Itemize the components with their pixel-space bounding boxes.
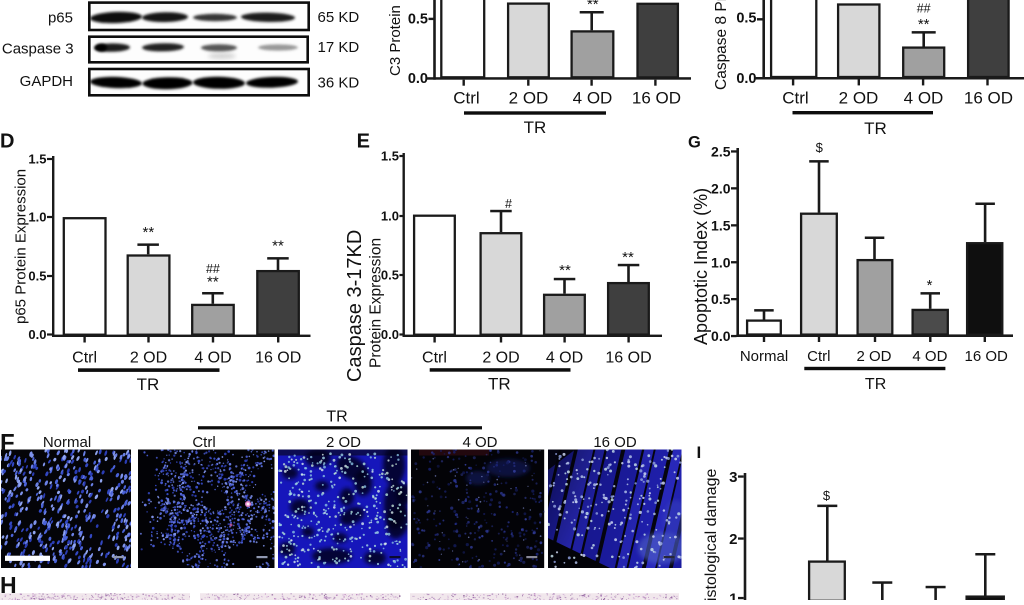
svg-text:Normal: Normal — [43, 434, 91, 451]
svg-text:1.0: 1.0 — [381, 209, 399, 224]
svg-text:16 OD: 16 OD — [593, 434, 637, 451]
svg-text:2 OD: 2 OD — [856, 348, 891, 365]
svg-text:TR: TR — [488, 375, 511, 394]
svg-text:1: 1 — [729, 590, 737, 600]
svg-text:##: ## — [917, 1, 931, 15]
svg-text:Ctrl: Ctrl — [782, 89, 808, 108]
svg-text:1.0: 1.0 — [711, 254, 731, 270]
svg-text:4 OD: 4 OD — [904, 89, 944, 108]
svg-text:TR: TR — [865, 376, 886, 393]
svg-text:2 OD: 2 OD — [130, 350, 167, 367]
svg-text:Ctrl: Ctrl — [72, 350, 97, 367]
svg-text:Apoptotic Index (%): Apoptotic Index (%) — [691, 188, 711, 345]
svg-text:E: E — [357, 131, 370, 153]
svg-text:G: G — [688, 134, 701, 152]
svg-text:TR: TR — [524, 118, 547, 137]
svg-text:**: ** — [559, 262, 571, 279]
svg-text:0.0: 0.0 — [408, 71, 428, 87]
svg-text:TR: TR — [137, 375, 160, 394]
svg-text:TR: TR — [864, 119, 887, 138]
svg-text:Protein Expression: Protein Expression — [368, 238, 385, 368]
svg-text:Ctrl: Ctrl — [807, 348, 830, 365]
svg-text:$: $ — [823, 488, 831, 503]
svg-text:histological damage: histological damage — [703, 468, 720, 600]
svg-text:16 OD: 16 OD — [964, 89, 1013, 108]
svg-text:0.0: 0.0 — [711, 328, 731, 344]
svg-text:2.5: 2.5 — [711, 144, 731, 160]
svg-text:Ctrl: Ctrl — [453, 89, 479, 108]
svg-text:**: ** — [207, 274, 219, 291]
svg-text:**: ** — [587, 0, 599, 13]
svg-text:0.0: 0.0 — [381, 327, 399, 342]
svg-text:0.5: 0.5 — [381, 268, 399, 283]
svg-text:4 OD: 4 OD — [462, 434, 497, 451]
svg-text:2 OD: 2 OD — [509, 89, 549, 108]
svg-text:Normal: Normal — [740, 348, 788, 365]
svg-text:1.0: 1.0 — [28, 210, 46, 225]
svg-text:16 OD: 16 OD — [965, 348, 1009, 365]
svg-text:p65: p65 — [48, 9, 73, 26]
svg-text:2 OD: 2 OD — [326, 434, 361, 451]
svg-text:17 KD: 17 KD — [318, 39, 360, 56]
svg-text:**: ** — [622, 249, 634, 266]
svg-text:3: 3 — [729, 469, 737, 486]
svg-text:16 OD: 16 OD — [605, 350, 651, 367]
svg-text:*: * — [927, 277, 933, 294]
svg-text:1.5: 1.5 — [381, 149, 399, 164]
svg-text:#: # — [505, 197, 512, 211]
svg-text:4 OD: 4 OD — [573, 89, 613, 108]
svg-text:36 KD: 36 KD — [318, 75, 360, 92]
svg-text:0.0: 0.0 — [736, 71, 756, 87]
svg-text:0.0: 0.0 — [28, 327, 46, 342]
svg-text:D: D — [0, 131, 14, 153]
svg-text:Caspase 3: Caspase 3 — [2, 41, 74, 58]
svg-text:0.5: 0.5 — [736, 10, 756, 26]
svg-text:4 OD: 4 OD — [194, 350, 231, 367]
svg-text:$: $ — [816, 140, 824, 155]
svg-text:I: I — [697, 443, 702, 462]
svg-text:Ctrl: Ctrl — [422, 350, 447, 367]
svg-text:**: ** — [272, 238, 284, 255]
svg-text:p65 Protein Expression: p65 Protein Expression — [13, 169, 30, 324]
svg-text:1.5: 1.5 — [711, 217, 731, 233]
svg-text:Ctrl: Ctrl — [192, 434, 215, 451]
svg-text:F: F — [0, 430, 15, 457]
svg-text:**: ** — [143, 224, 155, 241]
svg-text:4 OD: 4 OD — [546, 350, 583, 367]
svg-text:GAPDH: GAPDH — [20, 73, 73, 90]
svg-text:C3 Protein Expression: C3 Protein Expression — [387, 0, 404, 76]
svg-text:Caspase 8 Protein Expression: Caspase 8 Protein Expression — [713, 0, 730, 90]
svg-text:0.5: 0.5 — [408, 12, 428, 28]
svg-text:4 OD: 4 OD — [912, 348, 947, 365]
svg-text:16 OD: 16 OD — [632, 89, 681, 108]
svg-text:0.5: 0.5 — [711, 291, 731, 307]
svg-text:1.5: 1.5 — [28, 152, 46, 167]
svg-text:**: ** — [918, 16, 930, 33]
svg-text:2 OD: 2 OD — [839, 89, 879, 108]
svg-text:16 OD: 16 OD — [255, 350, 301, 367]
svg-text:TR: TR — [326, 409, 347, 426]
svg-text:2 OD: 2 OD — [482, 350, 519, 367]
svg-text:0.5: 0.5 — [28, 269, 46, 284]
svg-text:65 KD: 65 KD — [318, 9, 360, 26]
svg-text:Caspase 3-17KD: Caspase 3-17KD — [344, 230, 366, 382]
svg-text:2.0: 2.0 — [711, 181, 731, 197]
svg-text:2: 2 — [729, 531, 737, 548]
